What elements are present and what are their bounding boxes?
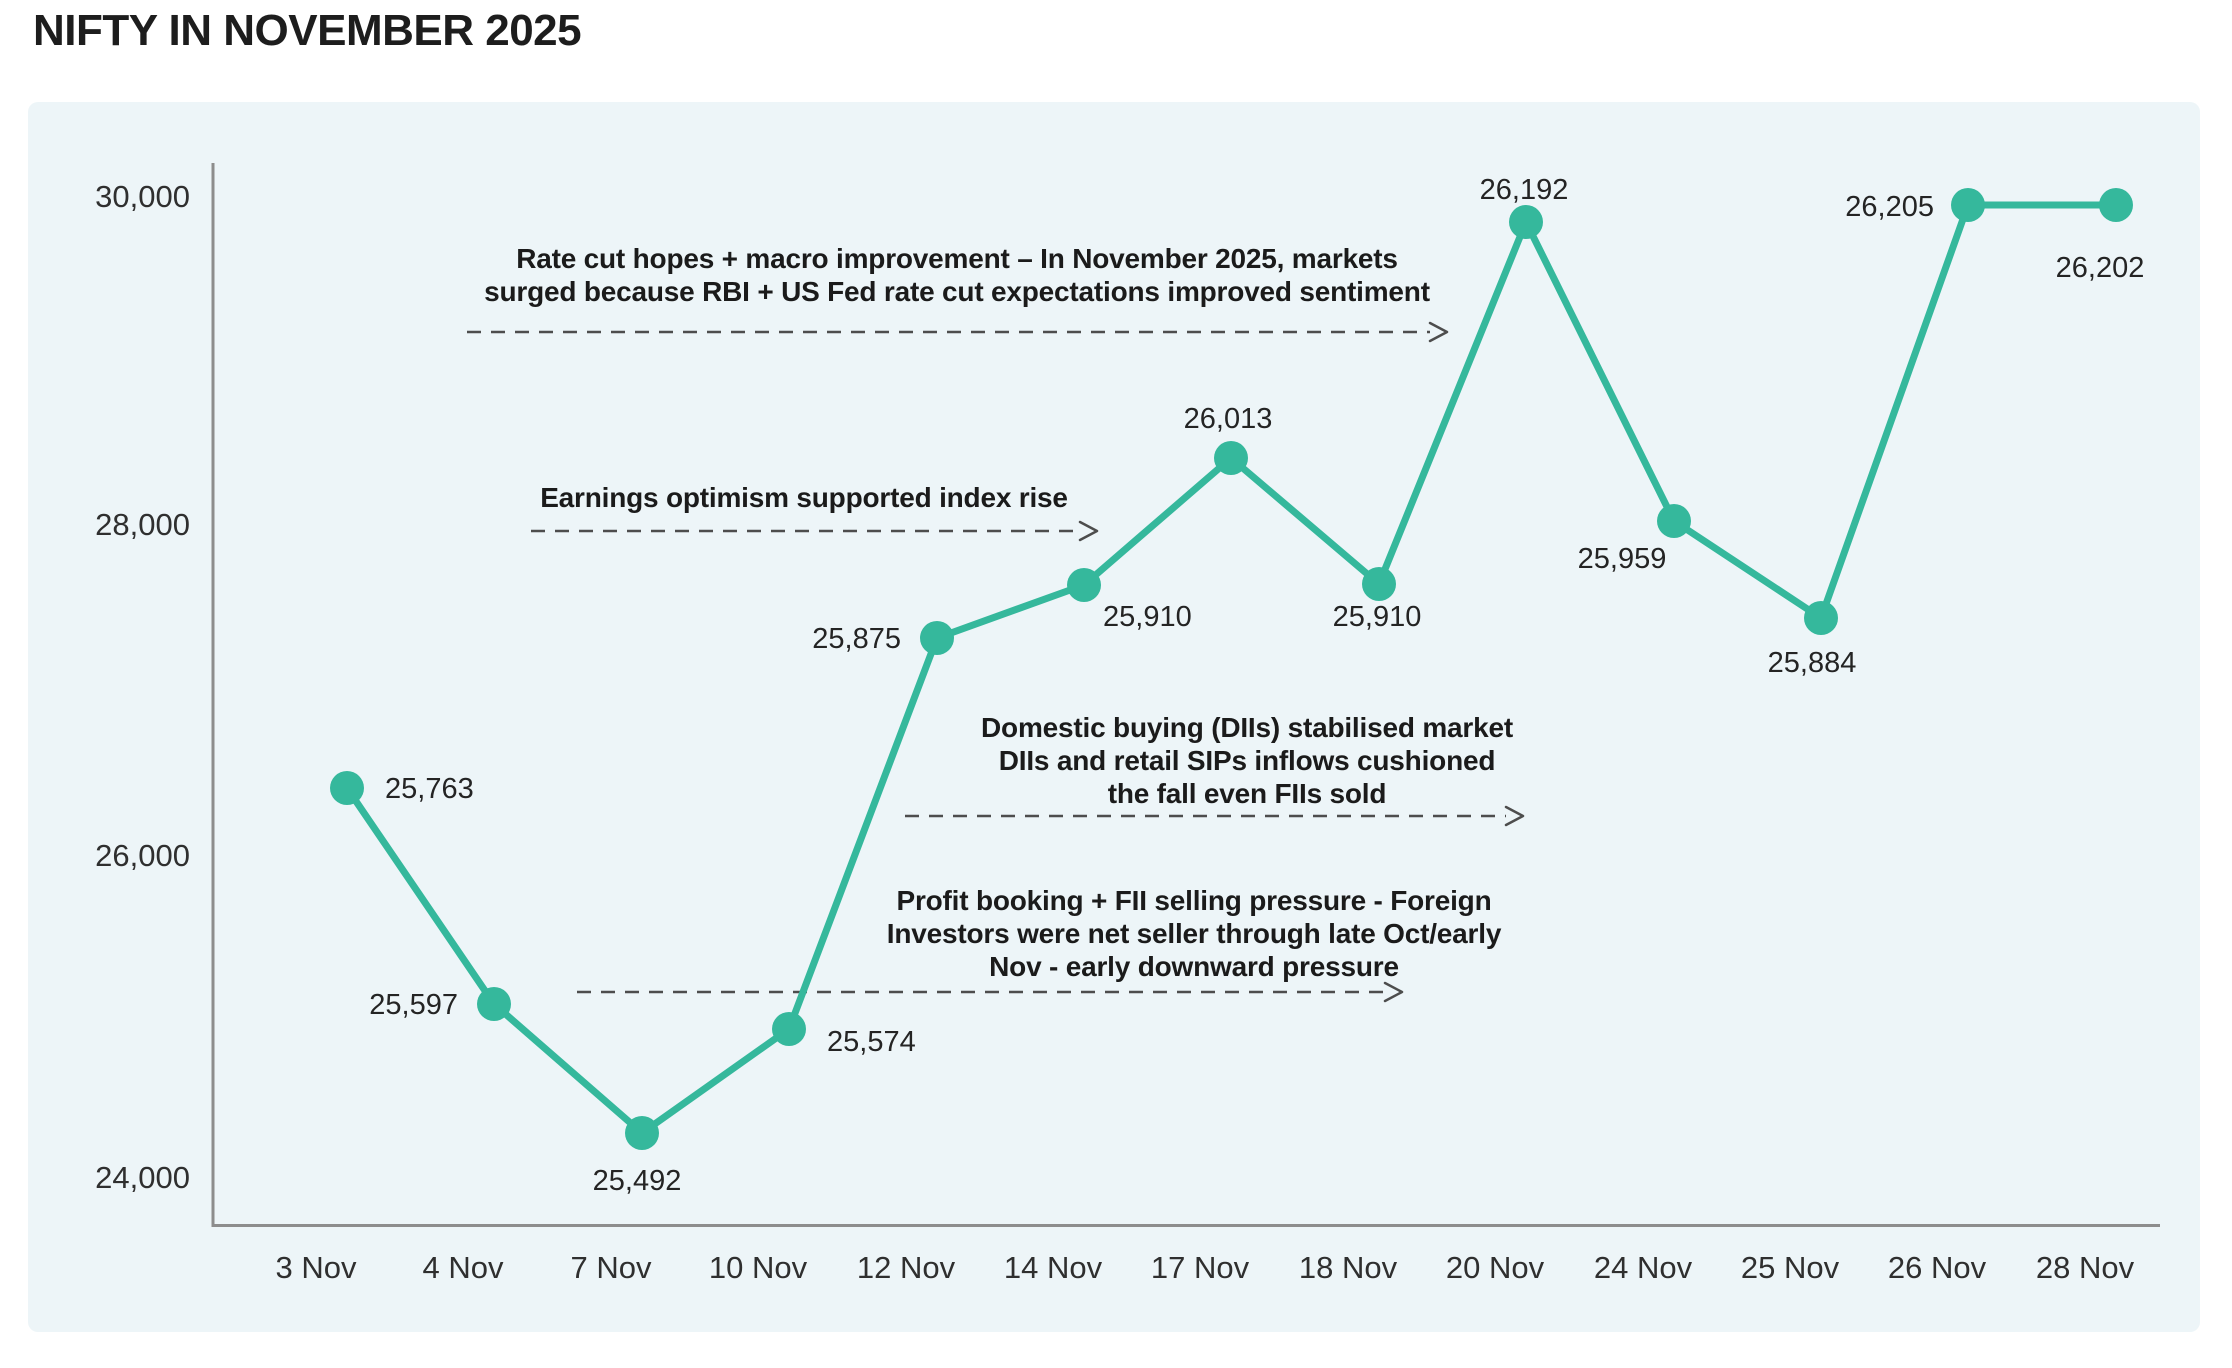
- point-value-label: 25,884: [1768, 647, 1857, 679]
- point-value-label: 25,910: [1103, 601, 1192, 633]
- point-value-label: 25,492: [593, 1165, 682, 1197]
- annotation-profit-booking: Profit booking + FII selling pressure - …: [577, 885, 1502, 1003]
- x-tick-label: 18 Nov: [1299, 1250, 1398, 1285]
- data-point: [1951, 188, 1985, 222]
- page-title: NIFTY IN NOVEMBER 2025: [33, 6, 582, 55]
- point-value-label: 25,910: [1333, 601, 1422, 633]
- data-point: [625, 1116, 659, 1150]
- data-point: [1214, 441, 1248, 475]
- x-tick-label: 14 Nov: [1004, 1250, 1103, 1285]
- axes: [211, 163, 2160, 1227]
- annotation-text-line: the fall even FIIs sold: [1108, 778, 1387, 809]
- data-point: [1657, 504, 1691, 538]
- y-tick-label: 28,000: [95, 507, 190, 542]
- annotation-text-line: Rate cut hopes + macro improvement – In …: [516, 243, 1398, 274]
- x-tick-label: 28 Nov: [2036, 1250, 2135, 1285]
- point-value-label: 26,202: [2056, 252, 2145, 284]
- annotation-text-line: Nov - early downward pressure: [989, 951, 1399, 982]
- x-tick-label: 24 Nov: [1594, 1250, 1693, 1285]
- x-tick-label: 4 Nov: [423, 1250, 504, 1285]
- x-tick-label: 10 Nov: [709, 1250, 808, 1285]
- annotation-rate-cut-hopes: Rate cut hopes + macro improvement – In …: [467, 243, 1449, 343]
- x-tick-label: 25 Nov: [1741, 1250, 1840, 1285]
- y-tick-label: 30,000: [95, 179, 190, 214]
- x-tick-label: 7 Nov: [571, 1250, 652, 1285]
- point-value-label: 25,574: [827, 1026, 916, 1058]
- x-tick-label: 17 Nov: [1151, 1250, 1250, 1285]
- x-tick-label: 12 Nov: [857, 1250, 956, 1285]
- data-points: [330, 188, 2133, 1150]
- data-point: [920, 621, 954, 655]
- annotation-text-line: Profit booking + FII selling pressure - …: [896, 885, 1491, 916]
- arrowhead-icon: [1383, 981, 1404, 1003]
- x-tick-label: 20 Nov: [1446, 1250, 1545, 1285]
- annotation-text-line: Investors were net seller through late O…: [887, 918, 1502, 949]
- annotation-text-line: Earnings optimism supported index rise: [540, 482, 1068, 513]
- annotation-domestic-buying: Domestic buying (DIIs) stabilised market…: [905, 712, 1525, 827]
- x-tick-label: 3 Nov: [276, 1250, 357, 1285]
- arrowhead-icon: [1504, 805, 1525, 827]
- arrowhead-icon: [1078, 520, 1099, 542]
- annotation-text-line: Domestic buying (DIIs) stabilised market: [981, 712, 1513, 743]
- y-axis-labels: 30,000 28,000 26,000 24,000: [95, 179, 190, 1195]
- point-value-label: 26,192: [1480, 174, 1569, 206]
- annotation-earnings-optimism: Earnings optimism supported index rise: [531, 482, 1099, 542]
- chart-panel: [28, 102, 2200, 1332]
- point-value-label: 25,763: [385, 773, 474, 805]
- data-point: [2099, 188, 2133, 222]
- y-tick-label: 24,000: [95, 1160, 190, 1195]
- arrowhead-icon: [1428, 321, 1449, 343]
- y-tick-label: 26,000: [95, 838, 190, 873]
- data-point: [772, 1012, 806, 1046]
- point-value-label: 26,013: [1184, 403, 1273, 435]
- x-tick-label: 26 Nov: [1888, 1250, 1987, 1285]
- data-point: [1362, 567, 1396, 601]
- annotation-text-line: DIIs and retail SIPs inflows cushioned: [999, 745, 1496, 776]
- data-point: [477, 987, 511, 1021]
- data-point: [1804, 601, 1838, 635]
- annotation-text-line: surged because RBI + US Fed rate cut exp…: [484, 276, 1430, 307]
- point-value-label: 25,597: [369, 989, 458, 1021]
- point-value-label: 26,205: [1845, 191, 1934, 223]
- x-axis-labels: 3 Nov 4 Nov 7 Nov 10 Nov 12 Nov 14 Nov 1…: [276, 1250, 2135, 1285]
- point-value-label: 25,875: [812, 623, 901, 655]
- point-value-labels: 25,763 25,597 25,492 25,574 25,875 25,91…: [369, 174, 2144, 1197]
- point-value-label: 25,959: [1578, 543, 1667, 575]
- data-point: [1509, 205, 1543, 239]
- data-point: [330, 771, 364, 805]
- data-point: [1067, 568, 1101, 602]
